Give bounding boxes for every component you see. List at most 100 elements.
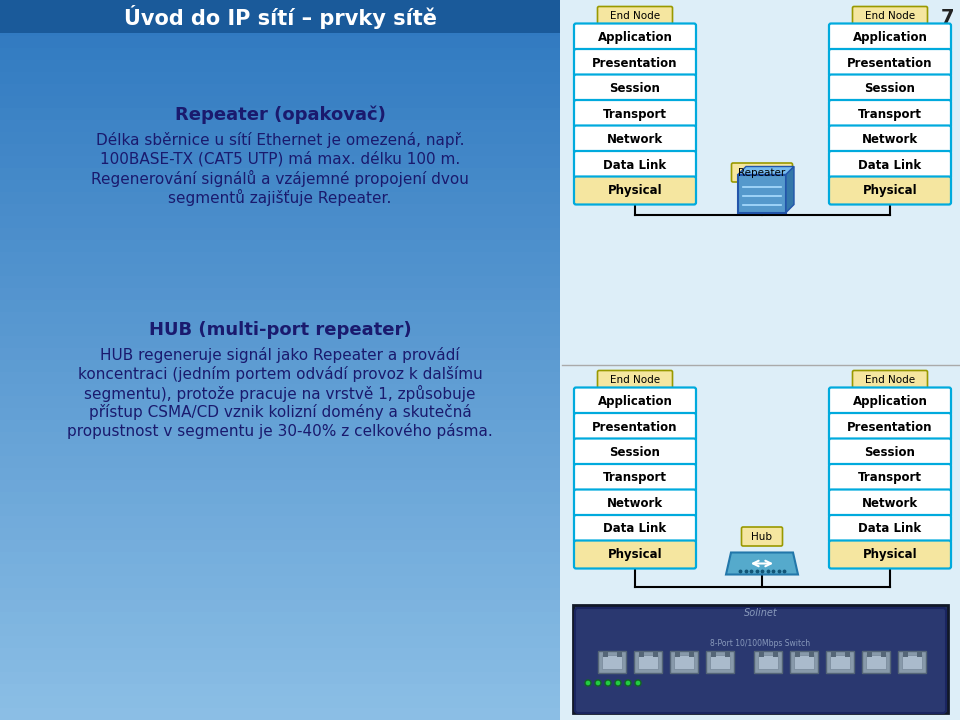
FancyBboxPatch shape [597, 6, 673, 25]
Bar [0, 72, 560, 84]
Bar [758, 655, 778, 669]
Text: 7: 7 [941, 7, 955, 27]
Text: Transport: Transport [858, 472, 922, 485]
FancyBboxPatch shape [574, 490, 696, 518]
Bar [826, 651, 854, 673]
Bar [0, 24, 560, 36]
Bar [0, 216, 560, 228]
Bar [0, 528, 560, 540]
Bar [0, 348, 560, 360]
Text: HUB (multi-port repeater): HUB (multi-port repeater) [149, 321, 411, 339]
Text: Solinet: Solinet [744, 608, 778, 618]
Bar [898, 651, 926, 673]
Text: Session: Session [610, 446, 660, 459]
Text: Presentation: Presentation [592, 56, 678, 70]
Bar [0, 48, 560, 60]
Bar [0, 156, 560, 168]
Bar [0, 312, 560, 324]
Bar [903, 652, 908, 657]
Bar [603, 652, 608, 657]
FancyBboxPatch shape [829, 74, 951, 102]
Bar [0, 180, 560, 192]
FancyBboxPatch shape [829, 515, 951, 543]
Text: 8-Port 10/100Mbps Switch: 8-Port 10/100Mbps Switch [710, 639, 810, 647]
Bar [0, 612, 560, 624]
Text: Data Link: Data Link [604, 158, 666, 171]
Text: End Node: End Node [865, 375, 915, 385]
Polygon shape [726, 552, 798, 575]
Bar [0, 132, 560, 144]
Bar [0, 624, 560, 636]
Bar [0, 84, 560, 96]
Bar [0, 204, 560, 216]
Bar [0, 192, 560, 204]
Bar [0, 300, 560, 312]
Bar [862, 651, 890, 673]
Bar [674, 655, 694, 669]
Bar [0, 264, 560, 276]
Text: Network: Network [862, 133, 918, 146]
Text: Presentation: Presentation [848, 420, 933, 433]
Text: Application: Application [597, 395, 672, 408]
FancyBboxPatch shape [574, 24, 696, 52]
Circle shape [625, 680, 631, 686]
FancyBboxPatch shape [574, 176, 696, 204]
Text: propustnost v segmentu je 30-40% z celkového pásma.: propustnost v segmentu je 30-40% z celko… [67, 423, 492, 439]
Bar [790, 651, 818, 673]
Text: Délka sběrnice u sítí Ethernet je omezená, např.: Délka sběrnice u sítí Ethernet je omezen… [96, 132, 465, 148]
Text: Physical: Physical [608, 548, 662, 561]
Bar [0, 564, 560, 576]
Text: End Node: End Node [610, 11, 660, 21]
FancyBboxPatch shape [575, 608, 946, 713]
Text: 100BASE-TX (CAT5 UTP) má max. délku 100 m.: 100BASE-TX (CAT5 UTP) má max. délku 100 … [100, 151, 460, 167]
Bar [0, 504, 560, 516]
Bar [0, 12, 560, 24]
Bar [0, 468, 560, 480]
FancyBboxPatch shape [829, 49, 951, 77]
Bar [0, 696, 560, 708]
FancyBboxPatch shape [574, 515, 696, 543]
Bar [794, 655, 814, 669]
FancyBboxPatch shape [574, 125, 696, 153]
FancyBboxPatch shape [574, 74, 696, 102]
Bar [675, 652, 680, 657]
Bar [670, 651, 698, 673]
Text: Network: Network [862, 497, 918, 510]
Bar [0, 492, 560, 504]
Bar [0, 120, 560, 132]
Bar [0, 540, 560, 552]
Text: Repeater: Repeater [738, 168, 785, 178]
Bar [0, 588, 560, 600]
Bar [845, 652, 850, 657]
Bar [0, 456, 560, 468]
Bar [866, 655, 886, 669]
Text: Repeater (opakovač): Repeater (opakovač) [175, 106, 385, 125]
Bar [710, 655, 730, 669]
Text: Session: Session [865, 82, 916, 95]
Circle shape [635, 680, 641, 686]
Bar [0, 168, 560, 180]
Bar [0, 36, 560, 48]
Bar [0, 60, 560, 72]
Bar [0, 324, 560, 336]
Text: Hub: Hub [752, 531, 773, 541]
Bar [830, 655, 850, 669]
Text: Network: Network [607, 497, 663, 510]
Text: Regenerování signálů a vzájemné propojení dvou: Regenerování signálů a vzájemné propojen… [91, 169, 468, 186]
Polygon shape [738, 166, 794, 174]
Bar [831, 652, 836, 657]
FancyBboxPatch shape [574, 541, 696, 569]
FancyBboxPatch shape [829, 490, 951, 518]
Text: Application: Application [852, 395, 927, 408]
Bar [0, 660, 560, 672]
Bar [725, 652, 730, 657]
Bar [0, 600, 560, 612]
Bar [0, 108, 560, 120]
Bar [0, 384, 560, 396]
Text: Physical: Physical [863, 548, 918, 561]
Text: End Node: End Node [610, 375, 660, 385]
FancyBboxPatch shape [574, 49, 696, 77]
Bar [0, 420, 560, 432]
FancyBboxPatch shape [741, 527, 782, 546]
Bar [0, 0, 560, 33]
